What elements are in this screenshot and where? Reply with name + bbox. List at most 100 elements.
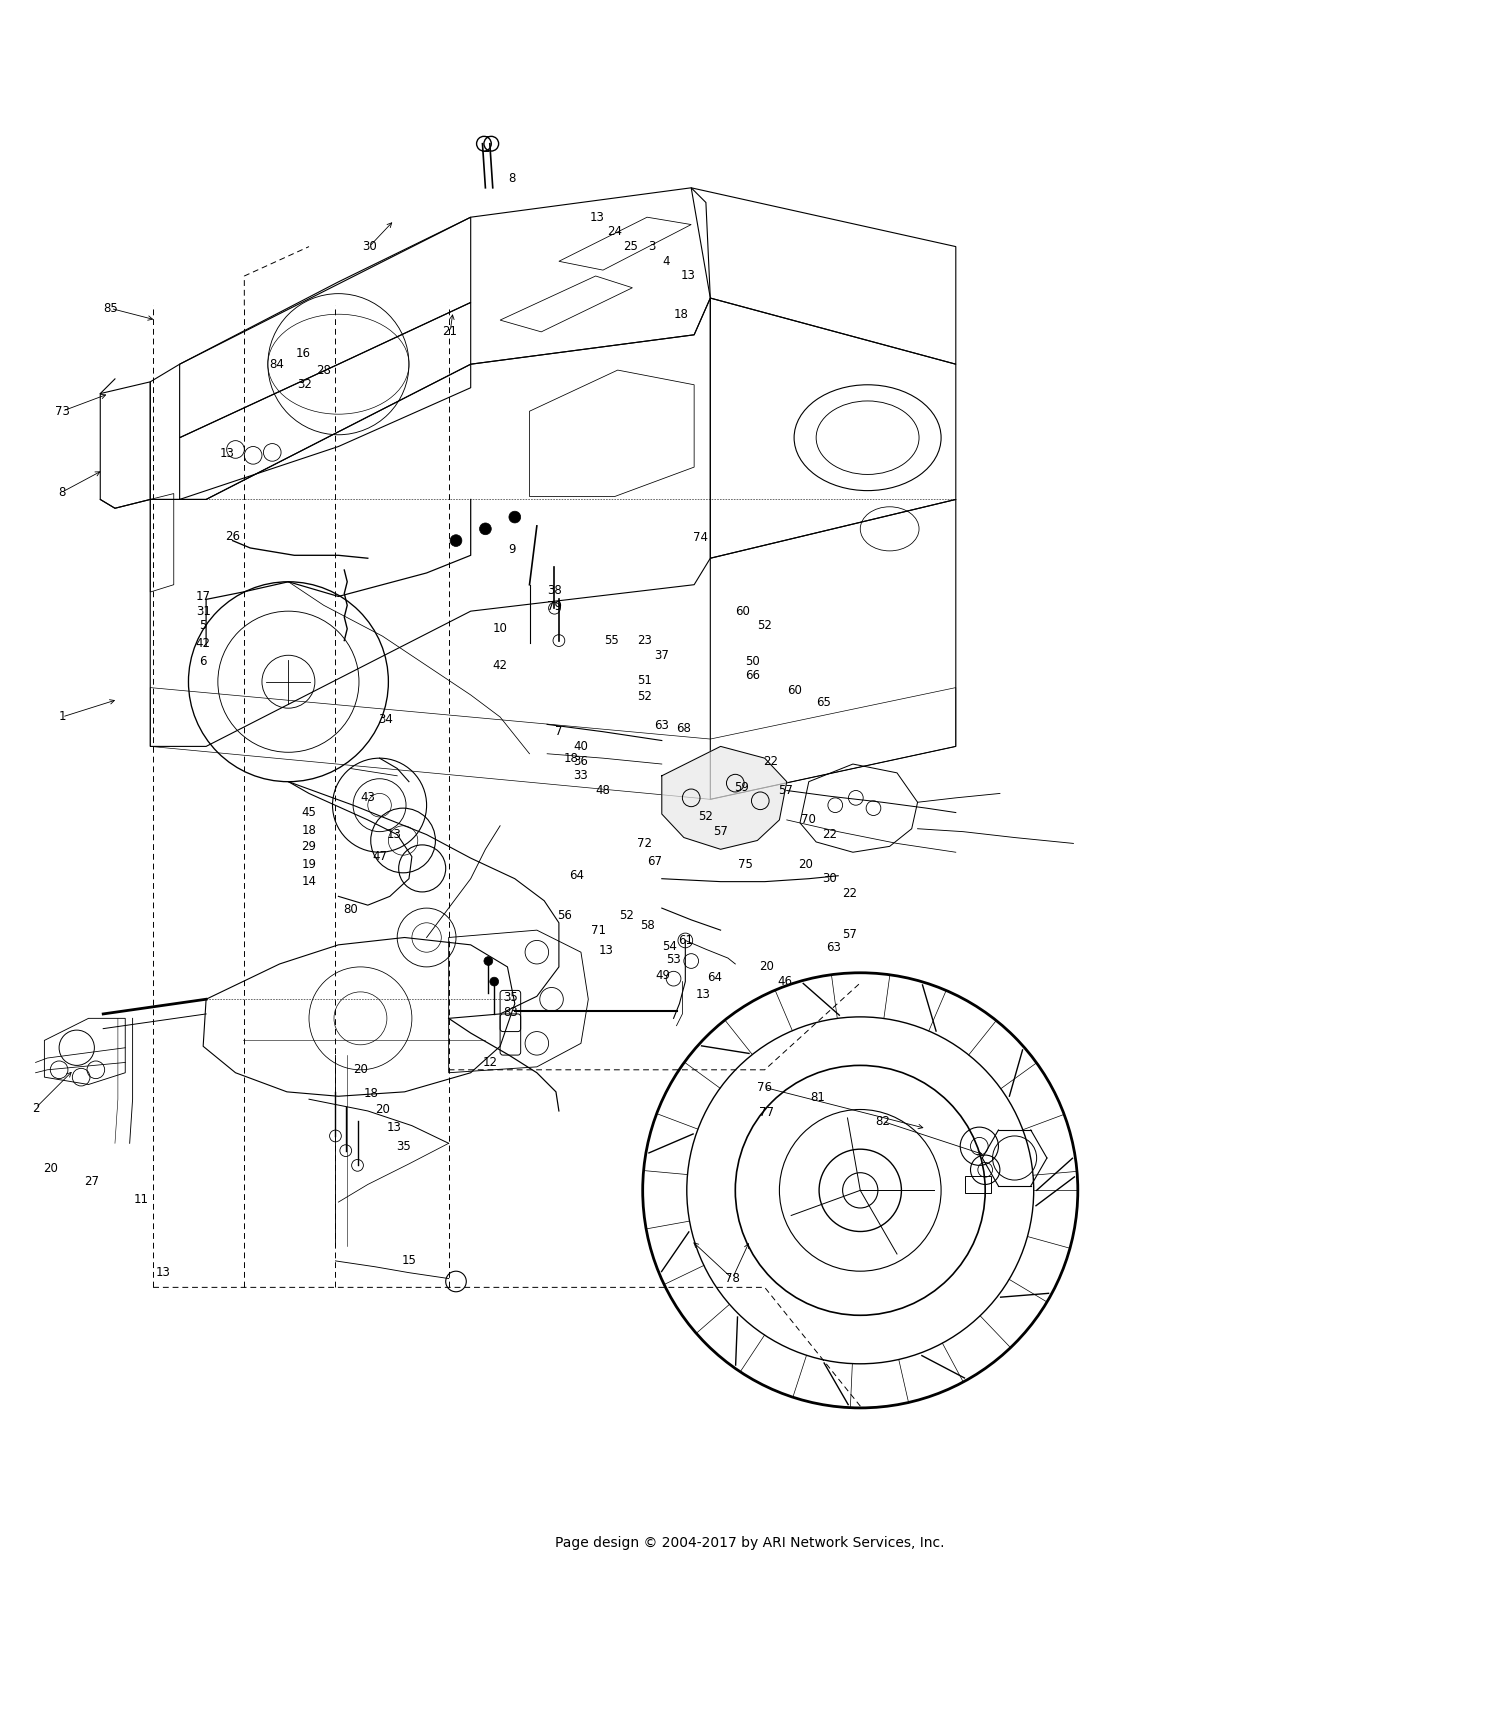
Text: 30: 30	[362, 240, 376, 252]
Text: 7: 7	[555, 726, 562, 738]
Text: 74: 74	[693, 530, 708, 544]
Text: 60: 60	[786, 684, 801, 696]
Text: 52: 52	[636, 689, 651, 703]
Text: 77: 77	[759, 1106, 774, 1120]
Text: 57: 57	[843, 928, 858, 942]
Circle shape	[490, 978, 498, 987]
Text: 30: 30	[822, 873, 837, 885]
Text: 31: 31	[195, 605, 210, 617]
Text: 80: 80	[344, 904, 357, 916]
Text: 8: 8	[58, 486, 66, 499]
Text: 42: 42	[492, 658, 507, 672]
Text: 16: 16	[296, 347, 310, 361]
Text: 13: 13	[387, 1121, 402, 1134]
Text: 35: 35	[503, 992, 518, 1004]
Text: 54: 54	[662, 940, 676, 952]
Text: 13: 13	[681, 270, 696, 282]
Text: 52: 52	[758, 619, 772, 632]
Text: 68: 68	[676, 722, 692, 734]
Text: 63: 63	[654, 719, 669, 733]
Text: 33: 33	[573, 769, 588, 783]
Circle shape	[509, 511, 520, 524]
Text: 64: 64	[706, 971, 722, 983]
Text: 22: 22	[843, 886, 858, 900]
Text: 71: 71	[591, 924, 606, 937]
Text: 26: 26	[225, 530, 240, 543]
Text: 20: 20	[44, 1161, 57, 1175]
Text: 45: 45	[302, 805, 316, 819]
Text: 83: 83	[503, 1006, 518, 1020]
Text: 57: 57	[778, 785, 792, 797]
Text: 5: 5	[200, 619, 207, 632]
Text: 67: 67	[646, 855, 662, 867]
Text: 47: 47	[372, 850, 387, 864]
Text: 28: 28	[316, 363, 332, 377]
Text: 20: 20	[352, 1063, 368, 1077]
Text: 60: 60	[735, 605, 750, 617]
Text: 15: 15	[402, 1255, 417, 1267]
Text: 59: 59	[734, 781, 748, 795]
Text: Page design © 2004-2017 by ARI Network Services, Inc.: Page design © 2004-2017 by ARI Network S…	[555, 1536, 945, 1550]
Text: 2: 2	[32, 1101, 39, 1115]
Text: 18: 18	[674, 308, 688, 321]
Text: 58: 58	[639, 919, 654, 931]
Text: 37: 37	[654, 648, 669, 662]
Text: 84: 84	[268, 358, 284, 372]
Text: 79: 79	[548, 600, 562, 613]
Text: 14: 14	[302, 874, 316, 888]
Text: 20: 20	[759, 961, 774, 973]
Text: 20: 20	[798, 857, 813, 871]
Text: 48: 48	[596, 785, 610, 797]
Text: 40: 40	[573, 740, 588, 753]
Text: 32: 32	[297, 378, 312, 391]
Text: 12: 12	[483, 1056, 498, 1070]
Text: 56: 56	[558, 909, 572, 923]
Text: 49: 49	[656, 969, 670, 982]
Text: 22: 22	[764, 755, 778, 767]
Circle shape	[450, 534, 462, 546]
Text: 63: 63	[827, 942, 842, 954]
Text: 66: 66	[746, 669, 760, 683]
Text: 85: 85	[104, 302, 118, 314]
Text: 9: 9	[509, 543, 516, 556]
Text: 51: 51	[636, 674, 651, 686]
Text: 17: 17	[195, 589, 210, 603]
Text: 20: 20	[375, 1102, 390, 1116]
Text: 27: 27	[84, 1175, 99, 1189]
Text: 82: 82	[874, 1115, 890, 1128]
Text: 13: 13	[219, 448, 234, 460]
Text: 78: 78	[724, 1272, 740, 1286]
Text: 23: 23	[636, 634, 651, 646]
Text: 36: 36	[573, 755, 588, 767]
Text: 1: 1	[58, 710, 66, 724]
Text: 46: 46	[778, 975, 794, 988]
Text: 4: 4	[663, 254, 670, 268]
Text: 6: 6	[200, 655, 207, 667]
Text: 52: 52	[699, 810, 714, 824]
Text: 53: 53	[666, 954, 681, 966]
Text: 72: 72	[636, 836, 651, 850]
Text: 13: 13	[598, 943, 613, 957]
Text: 43: 43	[360, 791, 375, 804]
Text: 55: 55	[604, 634, 619, 646]
Text: 25: 25	[624, 240, 639, 252]
Text: 18: 18	[302, 824, 316, 836]
Text: 81: 81	[810, 1090, 825, 1104]
Bar	[964, 1175, 992, 1194]
Text: 61: 61	[678, 933, 693, 947]
Text: 18: 18	[562, 752, 578, 766]
Text: 29: 29	[302, 840, 316, 854]
Text: 64: 64	[568, 869, 584, 883]
Text: 13: 13	[387, 828, 402, 842]
Text: 18: 18	[363, 1087, 378, 1099]
Text: 3: 3	[648, 240, 656, 252]
Text: 76: 76	[758, 1082, 772, 1094]
Text: 11: 11	[134, 1192, 148, 1206]
Text: 13: 13	[696, 988, 711, 1001]
Text: 65: 65	[816, 696, 831, 708]
Text: 24: 24	[608, 225, 622, 238]
Circle shape	[484, 957, 492, 966]
Text: 35: 35	[396, 1140, 411, 1153]
Text: 52: 52	[620, 909, 634, 923]
Polygon shape	[662, 746, 786, 848]
